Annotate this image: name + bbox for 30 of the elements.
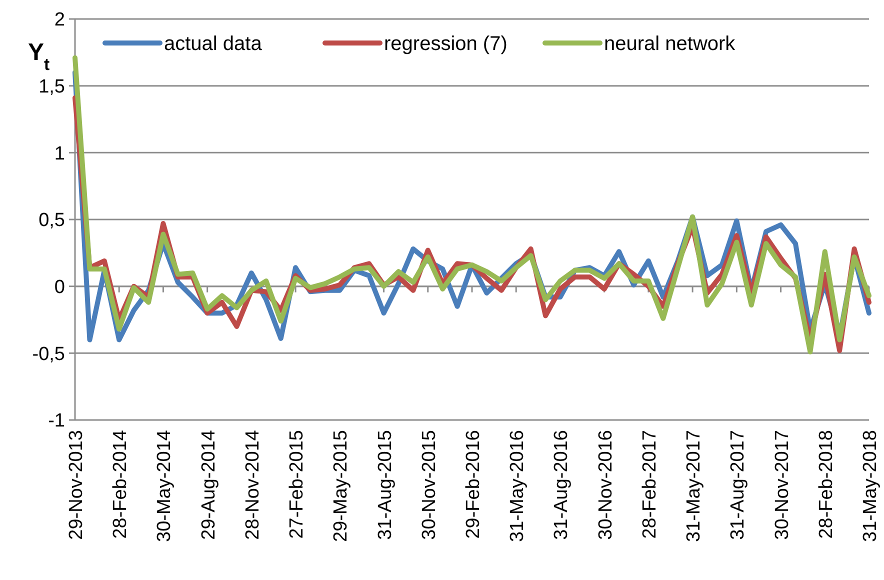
x-tick-label: 31-Aug-2015 bbox=[374, 430, 396, 540]
x-tick-label: 30-Nov-2017 bbox=[772, 430, 793, 540]
legend-label: neural network bbox=[604, 33, 736, 55]
x-tick-label: 31-May-2016 bbox=[507, 430, 528, 542]
x-tick-label: 31-May-2017 bbox=[684, 430, 705, 542]
legend-label: regression (7) bbox=[384, 33, 508, 55]
x-tick-label: 28-Nov-2014 bbox=[242, 430, 264, 540]
legend-label: actual data bbox=[164, 33, 263, 55]
y-tick-label: 2 bbox=[54, 10, 65, 31]
y-tick-label: 1 bbox=[54, 143, 65, 164]
x-tick-label: 30-Nov-2015 bbox=[418, 430, 440, 540]
x-tick-label: 31-May-2018 bbox=[860, 430, 881, 542]
y-tick-label: 0,5 bbox=[38, 210, 65, 232]
x-tick-label: 30-May-2014 bbox=[154, 430, 176, 542]
y-tick-label: 1,5 bbox=[38, 76, 65, 98]
y-tick-label: -0,5 bbox=[32, 344, 65, 365]
x-tick-label: 31-Aug-2017 bbox=[728, 430, 749, 540]
y-axis-title: Y$_{t}$ bbox=[28, 39, 50, 74]
x-tick-label: 28-Feb-2014 bbox=[110, 430, 132, 539]
y-tick-label: 0 bbox=[54, 276, 65, 298]
x-tick-label: 29-Feb-2016 bbox=[463, 430, 484, 539]
y-tick-label: -1 bbox=[48, 410, 65, 432]
x-tick-label: 27-Feb-2015 bbox=[286, 430, 308, 539]
x-tick-label: 28-Feb-2017 bbox=[639, 430, 660, 539]
x-tick-label: 29-Nov-2013 bbox=[66, 430, 87, 540]
x-tick-label: 31-Aug-2016 bbox=[551, 430, 572, 540]
x-tick-label: 29-May-2015 bbox=[330, 430, 352, 542]
x-tick-label: 28-Feb-2018 bbox=[816, 430, 837, 539]
x-tick-label: 29-Aug-2014 bbox=[198, 430, 220, 540]
x-tick-label: 30-Nov-2016 bbox=[595, 430, 616, 540]
